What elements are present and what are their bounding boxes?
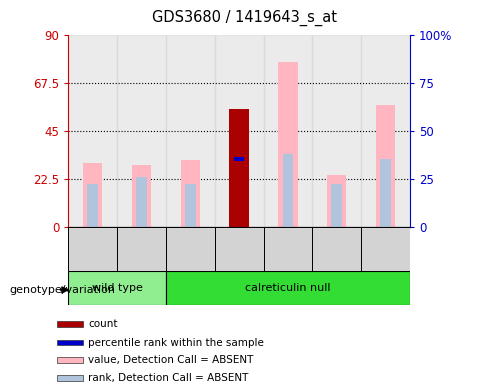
Bar	[215, 35, 264, 227]
Bar	[327, 175, 346, 227]
Bar	[83, 162, 102, 227]
Text: wild type: wild type	[92, 283, 142, 293]
Bar	[361, 35, 410, 227]
Bar	[181, 161, 200, 227]
Bar	[278, 62, 298, 227]
Bar	[87, 184, 98, 227]
Bar	[58, 358, 83, 363]
Bar	[58, 339, 83, 345]
Bar	[132, 165, 151, 227]
Text: calreticulin null: calreticulin null	[245, 283, 331, 293]
Text: genotype/variation: genotype/variation	[10, 285, 116, 295]
Text: value, Detection Call = ABSENT: value, Detection Call = ABSENT	[88, 355, 254, 365]
Bar	[166, 227, 215, 271]
Text: count: count	[88, 319, 118, 329]
Bar	[68, 271, 166, 305]
Bar	[215, 227, 264, 271]
Bar	[58, 375, 83, 381]
Bar	[312, 35, 361, 227]
Bar	[117, 35, 166, 227]
Bar	[380, 159, 391, 227]
Bar	[166, 35, 215, 227]
Bar	[68, 227, 117, 271]
Bar	[376, 105, 395, 227]
Bar	[185, 184, 196, 227]
Bar	[234, 157, 244, 162]
Bar	[166, 271, 410, 305]
Bar	[331, 184, 342, 227]
Bar	[264, 227, 312, 271]
Bar	[58, 321, 83, 327]
Bar	[68, 35, 117, 227]
Bar	[117, 227, 166, 271]
Bar	[361, 227, 410, 271]
Bar	[264, 35, 312, 227]
Text: GDS3680 / 1419643_s_at: GDS3680 / 1419643_s_at	[151, 10, 337, 26]
Text: percentile rank within the sample: percentile rank within the sample	[88, 338, 264, 348]
Bar	[229, 161, 249, 227]
Bar	[136, 177, 147, 227]
Bar	[283, 154, 293, 227]
Bar	[229, 109, 249, 227]
Text: rank, Detection Call = ABSENT: rank, Detection Call = ABSENT	[88, 373, 249, 383]
Bar	[312, 227, 361, 271]
